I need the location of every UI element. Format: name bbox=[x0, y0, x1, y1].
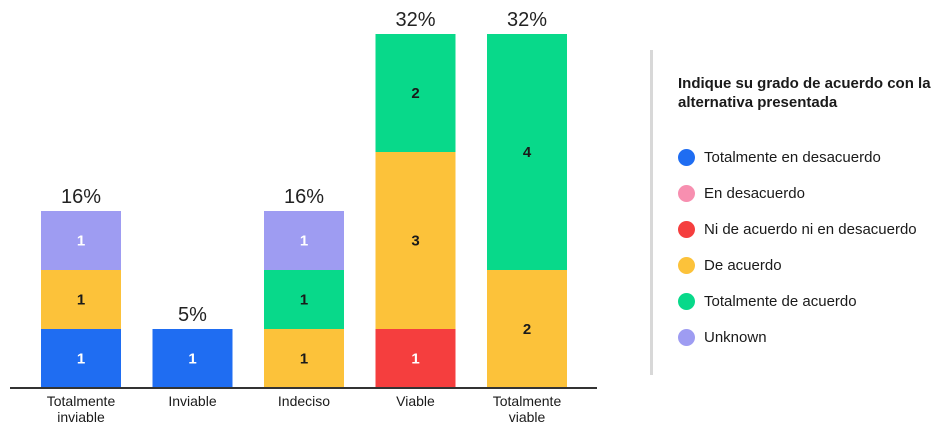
legend-item: De acuerdo bbox=[678, 255, 782, 275]
total-label: 5% bbox=[178, 304, 207, 326]
bar-segment bbox=[41, 211, 121, 270]
x-tick-label: Totalmente viable bbox=[493, 393, 562, 425]
bar-segment bbox=[375, 329, 456, 388]
total-label: 16% bbox=[284, 186, 324, 208]
bar-segment bbox=[152, 329, 233, 388]
legend-swatch bbox=[678, 256, 695, 274]
data-label: 2 bbox=[523, 321, 531, 338]
legend-label: Totalmente en desacuerdo bbox=[704, 148, 881, 166]
total-label: 32% bbox=[507, 9, 547, 31]
data-label: 1 bbox=[300, 292, 308, 309]
legend-item: Totalmente en desacuerdo bbox=[678, 147, 881, 167]
bar-segment bbox=[41, 329, 121, 388]
total-label: 16% bbox=[61, 186, 101, 208]
legend-item: Unknown bbox=[678, 327, 767, 347]
data-label: 1 bbox=[77, 233, 85, 250]
data-label: 2 bbox=[411, 85, 419, 102]
legend-label: Totalmente de acuerdo bbox=[704, 292, 857, 310]
legend-swatch bbox=[678, 328, 695, 346]
bar-segment bbox=[264, 329, 344, 388]
data-label: 3 bbox=[411, 233, 419, 250]
legend-item: Totalmente de acuerdo bbox=[678, 291, 857, 311]
bar-segment bbox=[41, 270, 121, 329]
x-tick-label: Totalmente inviable bbox=[47, 393, 116, 425]
legend-label: Unknown bbox=[704, 328, 767, 346]
bars-layer: 1 1 1 16% 1 5% 1 1 1 16% 1 3 2 32% 2 4 32% bbox=[41, 9, 567, 388]
legend-label: De acuerdo bbox=[704, 256, 782, 274]
legend: Indique su grado de acuerdo con la alter… bbox=[650, 50, 931, 375]
data-label: 1 bbox=[300, 351, 308, 368]
x-tick-label: Indeciso bbox=[278, 393, 330, 409]
x-tick-label: Inviable bbox=[168, 393, 216, 409]
legend-swatch bbox=[678, 292, 695, 310]
bar-segment bbox=[375, 152, 456, 329]
legend-label: En desacuerdo bbox=[704, 184, 805, 202]
legend-item: Ni de acuerdo ni en desacuerdo bbox=[678, 219, 917, 239]
legend-swatch bbox=[678, 184, 695, 202]
x-tick-labels: Totalmente inviable Inviable Indeciso Viable… bbox=[47, 393, 562, 425]
legend-swatch bbox=[678, 148, 695, 166]
data-label: 1 bbox=[300, 233, 308, 250]
bar-segment bbox=[264, 211, 344, 270]
data-label: 1 bbox=[188, 351, 196, 368]
legend-swatch bbox=[678, 220, 695, 238]
bar-segment bbox=[487, 34, 567, 270]
legend-item: En desacuerdo bbox=[678, 183, 805, 203]
legend-title: Indique su grado de acuerdo con la alter… bbox=[678, 75, 931, 111]
data-label: 1 bbox=[77, 351, 85, 368]
bar-segment bbox=[487, 270, 567, 388]
data-label: 1 bbox=[411, 351, 419, 368]
legend-label: Ni de acuerdo ni en desacuerdo bbox=[704, 220, 917, 238]
total-label: 32% bbox=[395, 9, 435, 31]
bar-segment bbox=[264, 270, 344, 329]
x-tick-label: Viable bbox=[396, 393, 435, 409]
bar-segment bbox=[375, 34, 456, 152]
data-label: 4 bbox=[523, 144, 532, 161]
data-label: 1 bbox=[77, 292, 85, 309]
